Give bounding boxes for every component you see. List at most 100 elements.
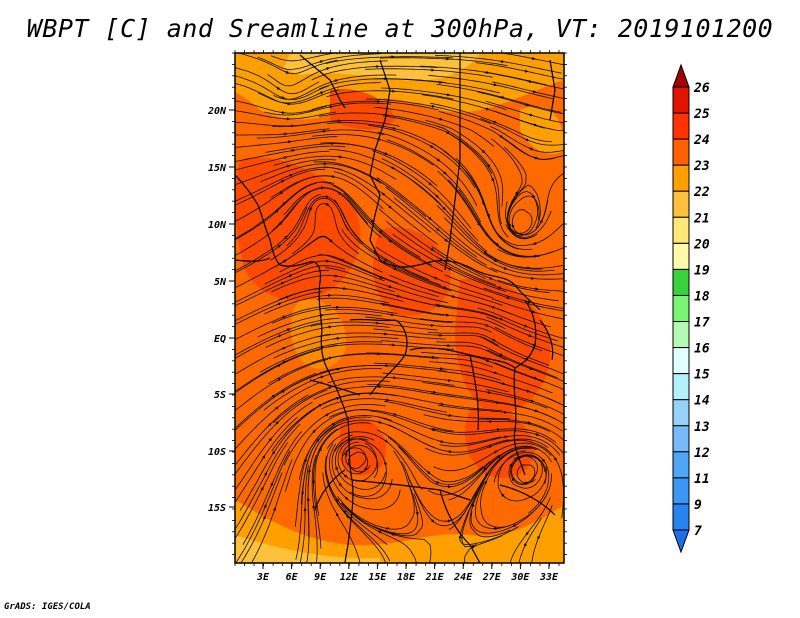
- streamline-arrow: [385, 527, 391, 531]
- colorbar-level-label: 26: [693, 81, 710, 96]
- streamline: [235, 349, 321, 394]
- streamline-arrow: [497, 317, 504, 321]
- streamline-arrow: [281, 360, 287, 364]
- streamline: [486, 389, 564, 416]
- streamline-arrow: [334, 336, 340, 341]
- colorbar-level-label: 12: [694, 446, 710, 461]
- streamline-arrow: [443, 237, 448, 242]
- streamline: [235, 381, 323, 450]
- streamline: [306, 444, 319, 563]
- streamline: [235, 145, 346, 163]
- streamline-arrow: [426, 470, 431, 475]
- streamline-arrow: [530, 343, 537, 347]
- streamline-arrow: [501, 410, 508, 414]
- streamline-arrow: [428, 144, 434, 148]
- streamline-arrow: [332, 79, 339, 83]
- streamline-arrow: [528, 276, 535, 280]
- streamline-arrow: [276, 334, 282, 338]
- streamline-arrow: [532, 156, 539, 160]
- colorbar-level-label: 20: [693, 237, 710, 252]
- lon-tick-label: 30E: [510, 572, 530, 583]
- colorbar-swatch: [672, 503, 690, 531]
- streamline-arrow: [526, 79, 533, 83]
- streamline-arrow: [502, 435, 508, 439]
- streamline-arrow: [480, 149, 486, 154]
- streamline-arrow: [435, 304, 441, 308]
- streamline-arrow: [430, 390, 437, 394]
- streamline-arrow: [429, 104, 436, 108]
- map-frame: [234, 52, 565, 564]
- streamline-arrow: [553, 456, 557, 461]
- streamline-arrow: [481, 199, 485, 206]
- streamline-arrow: [280, 390, 286, 394]
- streamline-arrow: [511, 477, 516, 483]
- streamline-arrow: [343, 474, 349, 479]
- streamline-arrow: [497, 352, 504, 356]
- streamline-arrow: [482, 467, 487, 472]
- streamline-arrow: [276, 378, 282, 382]
- streamline-arrow: [531, 254, 538, 258]
- streamline-arrow: [377, 275, 384, 279]
- streamline-arrow: [267, 422, 272, 428]
- streamline-arrow: [525, 300, 532, 304]
- streamline-arrow: [434, 480, 440, 484]
- streamline-arrow: [308, 206, 312, 213]
- latitude-axis: 20N 15N 10N 5N EQ 5S 10S 15S: [207, 52, 567, 555]
- colorbar-level-label: 15: [694, 368, 710, 383]
- streamline: [478, 376, 564, 407]
- streamline-arrow: [284, 328, 291, 332]
- streamline-arrow: [525, 530, 530, 536]
- colorbar-swatch: [672, 294, 690, 323]
- colorbar: 26 25 24 23 22 21 20 19 18 17 16 15 14 13 12 11 9 7: [672, 63, 710, 554]
- colorbar-min-triangle: [672, 529, 690, 554]
- streamline: [235, 442, 288, 540]
- streamline-arrow: [530, 90, 537, 94]
- colorbar-swatch: [672, 242, 690, 270]
- colorbar-level-label: 7: [694, 524, 702, 539]
- streamline-arrow: [446, 267, 453, 271]
- streamline-arrow: [344, 496, 350, 501]
- streamline-arrow: [446, 449, 453, 454]
- streamline-arrow: [287, 173, 294, 177]
- streamline-arrow: [491, 176, 494, 182]
- streamline-arrow: [323, 195, 329, 199]
- streamline-arrow: [438, 257, 444, 261]
- streamline-arrow: [476, 220, 481, 226]
- streamline-arrow: [524, 541, 528, 548]
- streamline-arrow: [336, 498, 340, 503]
- streamline: [235, 322, 323, 359]
- streamline-arrow: [441, 285, 447, 289]
- streamline-arrow: [498, 59, 505, 63]
- streamline-arrow: [274, 406, 279, 411]
- streamline-arrow: [281, 201, 287, 206]
- streamline-arrow: [509, 463, 512, 469]
- streamline: [499, 135, 564, 160]
- streamline-arrow: [528, 147, 534, 151]
- lon-tick-label: 3E: [256, 572, 270, 583]
- colorbar-swatch: [672, 216, 690, 244]
- streamline-arrow: [391, 267, 398, 271]
- colorbar-swatch: [672, 347, 690, 375]
- streamline-arrow: [281, 259, 287, 263]
- streamline-arrow: [525, 421, 532, 425]
- lat-tick-label: 10S: [208, 447, 226, 458]
- streamline-arrow: [383, 460, 387, 466]
- streamline-arrow: [484, 107, 490, 111]
- streamline-arrow: [486, 445, 493, 449]
- streamline: [486, 430, 564, 456]
- streamline-arrow: [364, 465, 368, 472]
- colorbar-level-label: 25: [693, 107, 710, 122]
- streamline: [299, 465, 309, 563]
- streamline-arrow: [270, 394, 276, 399]
- footer-credit: GrADS: IGES/COLA: [4, 602, 91, 612]
- streamline-arrow: [272, 506, 276, 513]
- streamline-arrow: [278, 221, 283, 226]
- colorbar-swatch: [672, 112, 690, 140]
- streamline-arrow: [334, 397, 340, 401]
- streamline-arrow: [492, 450, 498, 454]
- streamline-arrow: [326, 325, 332, 329]
- streamline-arrow: [491, 120, 497, 124]
- streamline-arrow: [263, 504, 267, 510]
- colorbar-swatch: [672, 373, 690, 401]
- streamline: [483, 71, 564, 90]
